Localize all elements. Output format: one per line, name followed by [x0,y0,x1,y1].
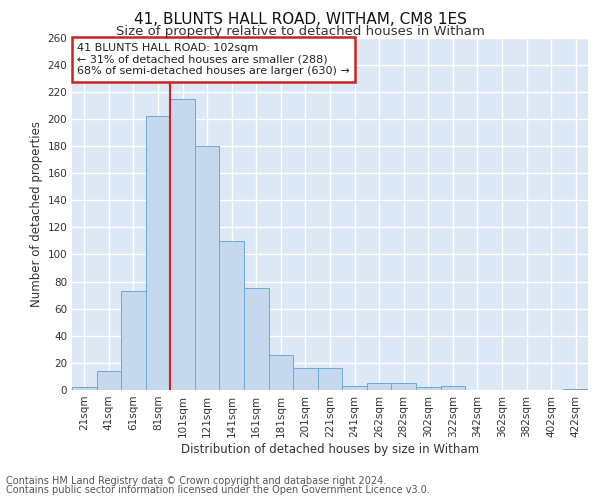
Y-axis label: Number of detached properties: Number of detached properties [30,120,43,306]
Text: Contains HM Land Registry data © Crown copyright and database right 2024.: Contains HM Land Registry data © Crown c… [6,476,386,486]
Bar [318,368,342,390]
Bar [563,388,588,390]
Bar [97,371,121,390]
Bar [244,288,269,390]
Bar [391,383,416,390]
Bar [367,383,391,390]
Bar [342,386,367,390]
Bar [269,355,293,390]
Text: 41, BLUNTS HALL ROAD, WITHAM, CM8 1ES: 41, BLUNTS HALL ROAD, WITHAM, CM8 1ES [134,12,466,28]
Bar [121,291,146,390]
Bar [220,241,244,390]
Text: 41 BLUNTS HALL ROAD: 102sqm
← 31% of detached houses are smaller (288)
68% of se: 41 BLUNTS HALL ROAD: 102sqm ← 31% of det… [77,43,350,76]
Bar [293,368,318,390]
Bar [440,386,465,390]
Bar [72,388,97,390]
Bar [416,388,440,390]
Text: Contains public sector information licensed under the Open Government Licence v3: Contains public sector information licen… [6,485,430,495]
Text: Size of property relative to detached houses in Witham: Size of property relative to detached ho… [116,25,484,38]
Bar [170,98,195,390]
Bar [146,116,170,390]
Bar [195,146,220,390]
X-axis label: Distribution of detached houses by size in Witham: Distribution of detached houses by size … [181,442,479,456]
